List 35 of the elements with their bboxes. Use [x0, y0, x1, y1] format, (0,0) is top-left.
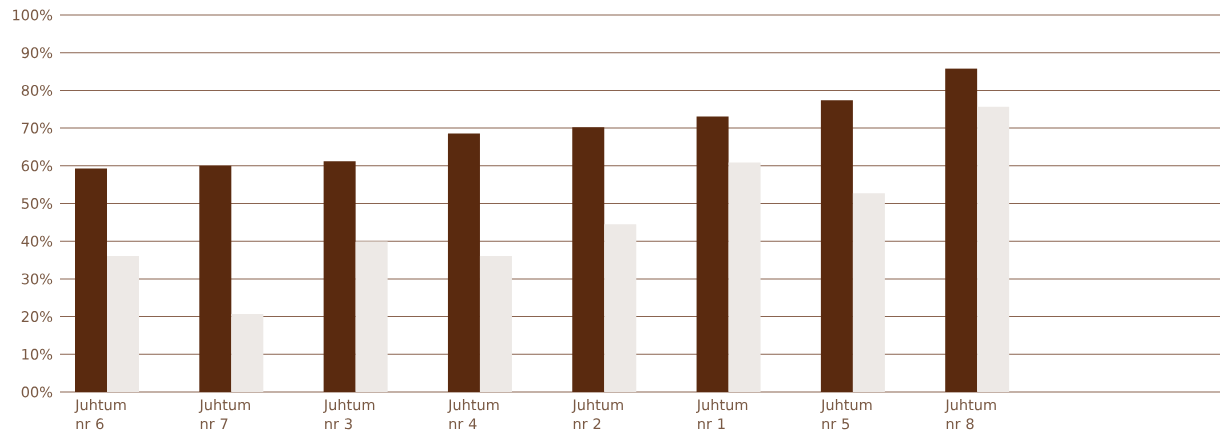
x-tick-label: Juhtum nr 7: [198, 399, 250, 430]
bar: [75, 168, 108, 392]
bar: [820, 100, 853, 392]
x-tick-label: Juhtum nr 1: [696, 399, 748, 430]
bar: [604, 224, 637, 392]
bar: [107, 255, 140, 392]
y-tick-label: 10%: [22, 348, 53, 360]
x-tick-label: Juhtum nr 2: [571, 399, 623, 430]
x-tick-label: Juhtum nr 6: [74, 399, 126, 430]
y-tick-label: 20%: [21, 311, 53, 323]
x-tick-label: Juhtum nr 5: [820, 399, 872, 430]
y-tick-label: 60%: [21, 160, 53, 172]
y-tick-label: 00%: [21, 386, 53, 398]
bar: [696, 116, 729, 392]
bar: [945, 68, 978, 392]
bar: [852, 193, 885, 392]
bar: [479, 255, 512, 392]
bar: [355, 241, 388, 392]
y-tick-label: 100%: [13, 9, 53, 21]
y-tick-label: 70%: [21, 122, 53, 134]
bar: [447, 133, 480, 392]
bar: [977, 106, 1010, 392]
bar: [728, 162, 761, 392]
bar: [231, 313, 264, 392]
x-tick-label: Juhtum nr 8: [944, 399, 996, 430]
y-tick-label: 80%: [21, 84, 53, 96]
bar: [572, 127, 605, 392]
x-tick-label: Juhtum nr 3: [323, 399, 375, 430]
y-tick-label: 90%: [21, 47, 53, 59]
bar: [323, 161, 356, 392]
y-tick-label: 50%: [21, 198, 53, 209]
y-tick-label: 30%: [21, 273, 53, 285]
x-tick-label: Juhtum nr 4: [447, 399, 499, 430]
y-tick-label: 40%: [21, 235, 53, 247]
bar: [199, 165, 232, 392]
